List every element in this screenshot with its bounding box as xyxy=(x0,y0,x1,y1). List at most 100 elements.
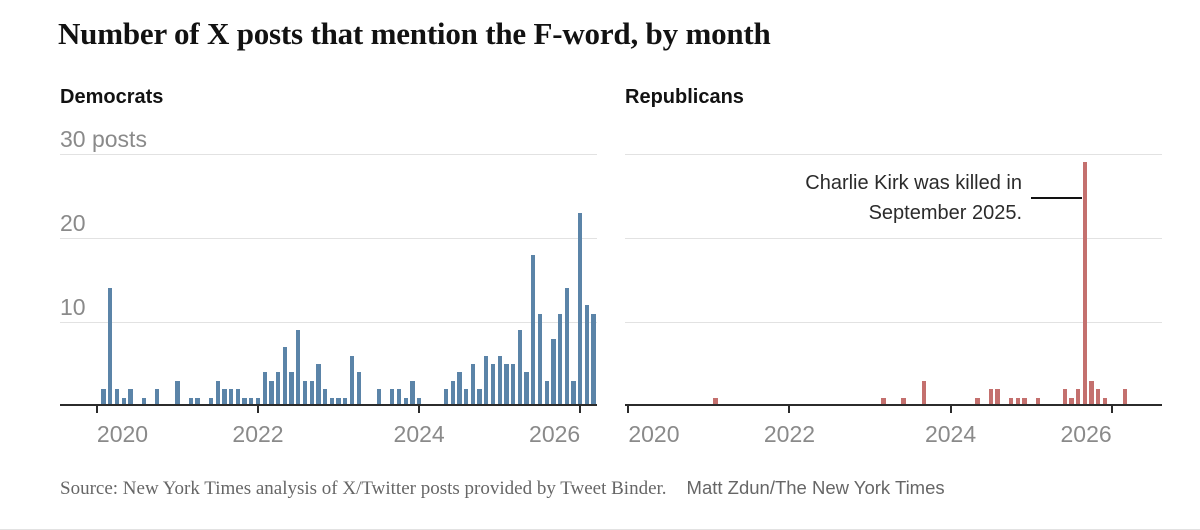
democrats-bar xyxy=(262,372,267,406)
annotation-charlie-kirk: Charlie Kirk was killed in September 202… xyxy=(805,168,1022,228)
democrats-bar xyxy=(484,355,489,406)
panel-header-democrats: Democrats xyxy=(60,86,164,108)
democrats-bar xyxy=(114,389,120,406)
x-axis-tick-2026 xyxy=(579,406,582,413)
annotation-leader-line xyxy=(1031,197,1082,199)
democrats-bar xyxy=(531,254,536,406)
democrats-bar xyxy=(584,305,590,406)
y-axis-label-30: 30 posts xyxy=(60,126,147,152)
source-text: Source: New York Times analysis of X/Twi… xyxy=(60,478,667,499)
democrats-bar xyxy=(329,397,334,406)
x-axis-label-2020: 2020 xyxy=(628,421,680,447)
democrats-bar xyxy=(396,389,402,406)
republicans-bar xyxy=(1122,389,1128,406)
x-axis-label-2024: 2024 xyxy=(924,421,977,447)
democrats-bar xyxy=(564,288,569,406)
chart-title: Number of X posts that mention the F-wor… xyxy=(58,16,771,51)
democrats-bar xyxy=(188,397,194,406)
x-axis-line xyxy=(60,404,597,406)
democrats-bar xyxy=(463,389,469,406)
republicans-bar xyxy=(1075,389,1081,406)
democrats-bar xyxy=(578,212,583,406)
democrats-bar xyxy=(101,389,106,406)
republicans-bar xyxy=(1089,380,1094,406)
democrats-bar xyxy=(296,330,301,406)
annotation-line-2: September 2025. xyxy=(868,202,1022,224)
republicans-bar xyxy=(1015,397,1020,406)
x-axis-label-2026: 2026 xyxy=(1060,421,1112,447)
x-axis-label-2022: 2022 xyxy=(232,421,284,447)
annotation-line-1: Charlie Kirk was killed in xyxy=(805,172,1022,194)
democrats-bar xyxy=(302,380,308,406)
gridline-30 xyxy=(625,154,1162,155)
republicans-bar xyxy=(1069,397,1074,406)
democrats-bar xyxy=(504,364,509,406)
democrats-bar xyxy=(470,364,475,406)
x-axis-tick-2020 xyxy=(95,406,98,413)
republicans-bar xyxy=(713,397,718,406)
democrats-bar xyxy=(410,380,415,406)
republicans-bar xyxy=(881,397,886,406)
democrats-bar xyxy=(128,389,133,406)
democrats-bar xyxy=(309,380,314,406)
democrats-bar xyxy=(557,313,563,406)
republicans-bar xyxy=(1096,389,1101,406)
democrats-bar xyxy=(343,397,348,406)
x-axis-tick-2020 xyxy=(627,406,630,413)
x-axis-tick-2024 xyxy=(949,406,952,413)
democrats-bar xyxy=(222,389,227,406)
democrats-bar xyxy=(255,397,261,406)
democrats-bar xyxy=(571,380,576,406)
democrats-bar xyxy=(276,372,281,406)
democrats-bar xyxy=(229,389,234,406)
x-axis-tick-2026 xyxy=(1110,406,1113,413)
democrats-bar xyxy=(524,372,529,406)
democrats-bar xyxy=(242,397,247,406)
republicans-bar xyxy=(921,380,926,406)
democrats-bar xyxy=(215,380,220,406)
democrats-bar xyxy=(235,389,241,406)
democrats-bar xyxy=(249,397,254,406)
democrats-bar xyxy=(141,397,147,406)
y-axis-label-10: 10 xyxy=(60,294,86,320)
x-axis-tick-2022 xyxy=(788,406,791,413)
democrats-bar xyxy=(356,372,361,406)
x-axis-label-2020: 2020 xyxy=(96,421,149,447)
republicans-bar xyxy=(995,389,1000,406)
republicans-bar xyxy=(1102,397,1108,406)
x-axis-tick-2022 xyxy=(257,406,260,413)
democrats-bar xyxy=(517,330,522,406)
democrats-bar xyxy=(316,364,321,406)
democrats-bar xyxy=(591,313,596,406)
democrats-bar xyxy=(269,380,274,406)
democrats-bar xyxy=(477,389,482,406)
democrats-bar xyxy=(336,397,341,406)
republicans-bar xyxy=(988,389,993,406)
x-axis-tick-2024 xyxy=(418,406,421,413)
democrats-bar xyxy=(195,397,200,406)
panel-header-republicans: Republicans xyxy=(625,86,744,108)
democrats-bar xyxy=(490,364,496,406)
democrats-bar xyxy=(155,389,160,406)
gridline-10 xyxy=(60,322,597,323)
democrats-bar xyxy=(208,397,214,406)
byline-credit: Matt Zdun/The New York Times xyxy=(686,477,945,498)
democrats-bar xyxy=(108,288,113,406)
democrats-bar xyxy=(175,380,180,406)
republicans-bar xyxy=(1082,162,1087,406)
democrats-bar xyxy=(390,389,395,406)
democrats-bar xyxy=(450,380,455,406)
democrats-bar xyxy=(403,397,408,406)
republicans-bar xyxy=(975,397,980,406)
democrats-bar xyxy=(497,355,502,406)
democrats-bar xyxy=(510,364,516,406)
republicans-bar xyxy=(1008,397,1014,406)
republicans-bar xyxy=(901,397,906,406)
democrats-bar xyxy=(537,313,543,406)
democrats-bar xyxy=(282,347,288,406)
x-axis-label-2024: 2024 xyxy=(393,421,445,447)
democrats-bar xyxy=(376,389,381,406)
x-axis-line xyxy=(625,404,1162,406)
gridline-10 xyxy=(625,322,1162,323)
